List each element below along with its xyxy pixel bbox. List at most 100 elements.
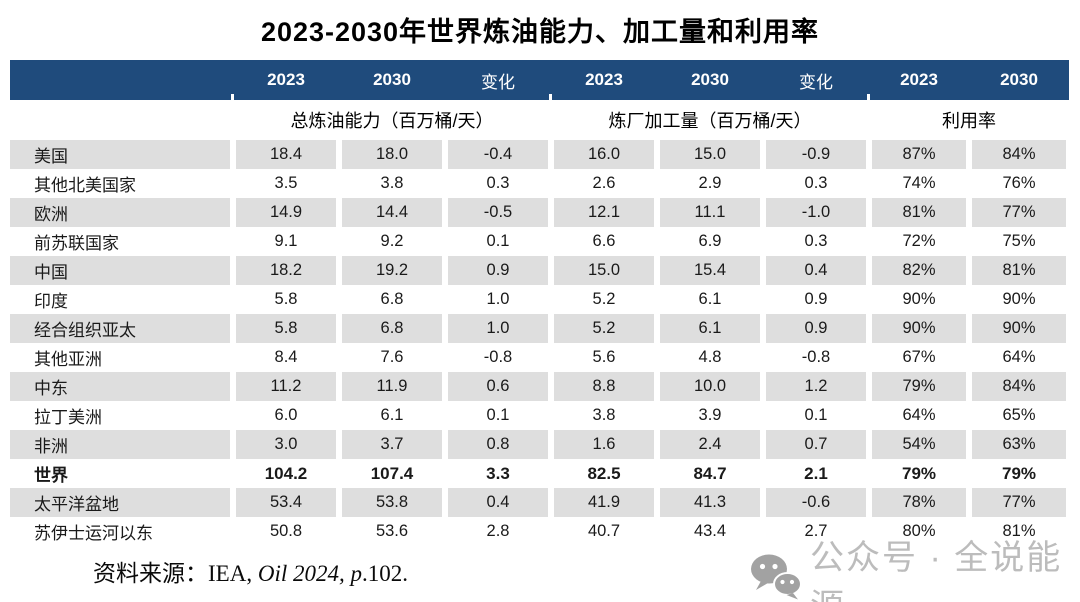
value-cell: 77% — [969, 488, 1069, 517]
group-header-capacity: 总炼油能力（百万桶/天） — [233, 100, 551, 140]
refining-table-wrap: 2023 2030 变化 2023 2030 变化 2023 2030 总炼油能… — [10, 60, 1070, 546]
row-label-cell: 苏伊士运河以东 — [34, 524, 153, 543]
value-cell: 3.9 — [698, 406, 722, 424]
group-header-utilization: 利用率 — [869, 100, 1069, 140]
value-cell: 18.2 — [233, 256, 339, 285]
value-cell: 75% — [1002, 232, 1036, 250]
header-year-cell: 2023 — [869, 60, 969, 100]
value-cell: 8.8 — [551, 372, 657, 401]
value-cell: 77% — [969, 198, 1069, 227]
value-cell: 3.7 — [339, 430, 445, 459]
value-cell: 1.0 — [445, 314, 551, 343]
value-cell: 90% — [902, 290, 936, 308]
value-cell: 80% — [902, 522, 936, 540]
value-cell: 14.4 — [339, 198, 445, 227]
value-cell: 16.0 — [551, 140, 657, 169]
table-row: 经合组织亚太 5.8 6.8 1.0 5.2 6.1 0.9 90% 90% — [10, 314, 1069, 343]
value-cell: 11.1 — [657, 198, 763, 227]
value-cell: 2.1 — [804, 463, 828, 483]
header-year-cell: 2030 — [339, 60, 445, 100]
table-row: 印度 5.8 6.8 1.0 5.2 6.1 0.9 90% 90% — [10, 285, 1069, 314]
value-cell: 0.3 — [486, 174, 510, 192]
value-cell: -1.0 — [763, 198, 869, 227]
value-cell: 41.9 — [551, 488, 657, 517]
value-cell: 107.4 — [370, 463, 414, 483]
value-cell: -0.8 — [483, 348, 513, 366]
row-label-cell: 其他亚洲 — [34, 350, 102, 369]
value-cell: 0.1 — [486, 232, 510, 250]
row-label-cell: 其他北美国家 — [34, 176, 136, 195]
table-row: 世界 104.2 107.4 3.3 82.5 84.7 2.1 79% 79% — [10, 459, 1069, 488]
value-cell: 76% — [1002, 174, 1036, 192]
value-cell: -0.6 — [763, 488, 869, 517]
value-cell: 78% — [869, 488, 969, 517]
value-cell: 15.4 — [657, 256, 763, 285]
table-row: 其他北美国家 3.5 3.8 0.3 2.6 2.9 0.3 74% 76% — [10, 169, 1069, 198]
table-row: 欧洲 14.9 14.4 -0.5 12.1 11.1 -1.0 81% 77% — [10, 198, 1069, 227]
value-cell: 3.5 — [274, 174, 298, 192]
value-cell: 81% — [869, 198, 969, 227]
value-cell: 64% — [1002, 348, 1036, 366]
page-title: 2023-2030年世界炼油能力、加工量和利用率 — [260, 17, 820, 47]
value-cell: 19.2 — [339, 256, 445, 285]
value-cell: 79% — [901, 463, 937, 483]
value-cell: 2.7 — [804, 522, 828, 540]
value-cell: 0.3 — [804, 232, 828, 250]
value-cell: -0.5 — [445, 198, 551, 227]
value-cell: 41.3 — [657, 488, 763, 517]
value-cell: 3.0 — [233, 430, 339, 459]
table-row: 拉丁美洲 6.0 6.1 0.1 3.8 3.9 0.1 64% 65% — [10, 401, 1069, 430]
value-cell: 10.0 — [657, 372, 763, 401]
value-cell: 7.6 — [380, 348, 404, 366]
group-empty-cell — [10, 100, 233, 140]
value-cell: 5.8 — [274, 290, 298, 308]
value-cell: 84% — [969, 140, 1069, 169]
header-year-cell: 2023 — [233, 60, 339, 100]
value-cell: 9.2 — [380, 232, 404, 250]
group-header-throughput: 炼厂加工量（百万桶/天） — [551, 100, 869, 140]
value-cell: 3.3 — [486, 463, 510, 483]
value-cell: 15.0 — [551, 256, 657, 285]
value-cell: 90% — [869, 314, 969, 343]
wechat-icon — [750, 554, 802, 602]
value-cell: 81% — [969, 256, 1069, 285]
header-year-cell: 2030 — [969, 60, 1069, 100]
value-cell: 2.4 — [657, 430, 763, 459]
table-row: 苏伊士运河以东 50.8 53.6 2.8 40.7 43.4 2.7 80% … — [10, 517, 1069, 546]
value-cell: 1.2 — [763, 372, 869, 401]
value-cell: 0.9 — [804, 290, 828, 308]
group-divider-tick — [867, 94, 870, 101]
value-cell: 5.2 — [592, 290, 616, 308]
value-cell: 18.0 — [339, 140, 445, 169]
row-label-cell: 世界 — [34, 466, 68, 485]
value-cell: 53.6 — [375, 522, 409, 540]
value-cell: 6.1 — [657, 314, 763, 343]
table-row: 非洲 3.0 3.7 0.8 1.6 2.4 0.7 54% 63% — [10, 430, 1069, 459]
row-label-cell: 太平洋盆地 — [10, 488, 233, 517]
value-cell: 2.6 — [592, 174, 616, 192]
table-row: 前苏联国家 9.1 9.2 0.1 6.6 6.9 0.3 72% 75% — [10, 227, 1069, 256]
source-text: IEA, — [208, 561, 258, 586]
value-cell: 43.4 — [693, 522, 727, 540]
header-change-cell: 变化 — [445, 60, 551, 100]
value-cell: 6.0 — [274, 406, 298, 424]
row-label-cell: 非洲 — [10, 430, 233, 459]
value-cell: 4.8 — [698, 348, 722, 366]
source-text: .102. — [361, 561, 408, 586]
value-cell: 6.9 — [698, 232, 722, 250]
row-label-cell: 印度 — [34, 292, 68, 311]
value-cell: 50.8 — [269, 522, 303, 540]
value-cell: 6.1 — [698, 290, 722, 308]
table-row: 中东 11.2 11.9 0.6 8.8 10.0 1.2 79% 84% — [10, 372, 1069, 401]
table-row: 中国 18.2 19.2 0.9 15.0 15.4 0.4 82% 81% — [10, 256, 1069, 285]
header-empty-cell — [10, 60, 233, 100]
value-cell: 79% — [869, 372, 969, 401]
value-cell: 87% — [869, 140, 969, 169]
header-year-cell: 2023 — [551, 60, 657, 100]
table-row: 美国 18.4 18.0 -0.4 16.0 15.0 -0.9 87% 84% — [10, 140, 1069, 169]
value-cell: 11.9 — [339, 372, 445, 401]
refining-table: 2023 2030 变化 2023 2030 变化 2023 2030 总炼油能… — [10, 60, 1069, 546]
watermark-text: 公众号 · 全说能源 — [810, 539, 1063, 602]
row-label-cell: 拉丁美洲 — [34, 408, 102, 427]
value-cell: 9.1 — [274, 232, 298, 250]
